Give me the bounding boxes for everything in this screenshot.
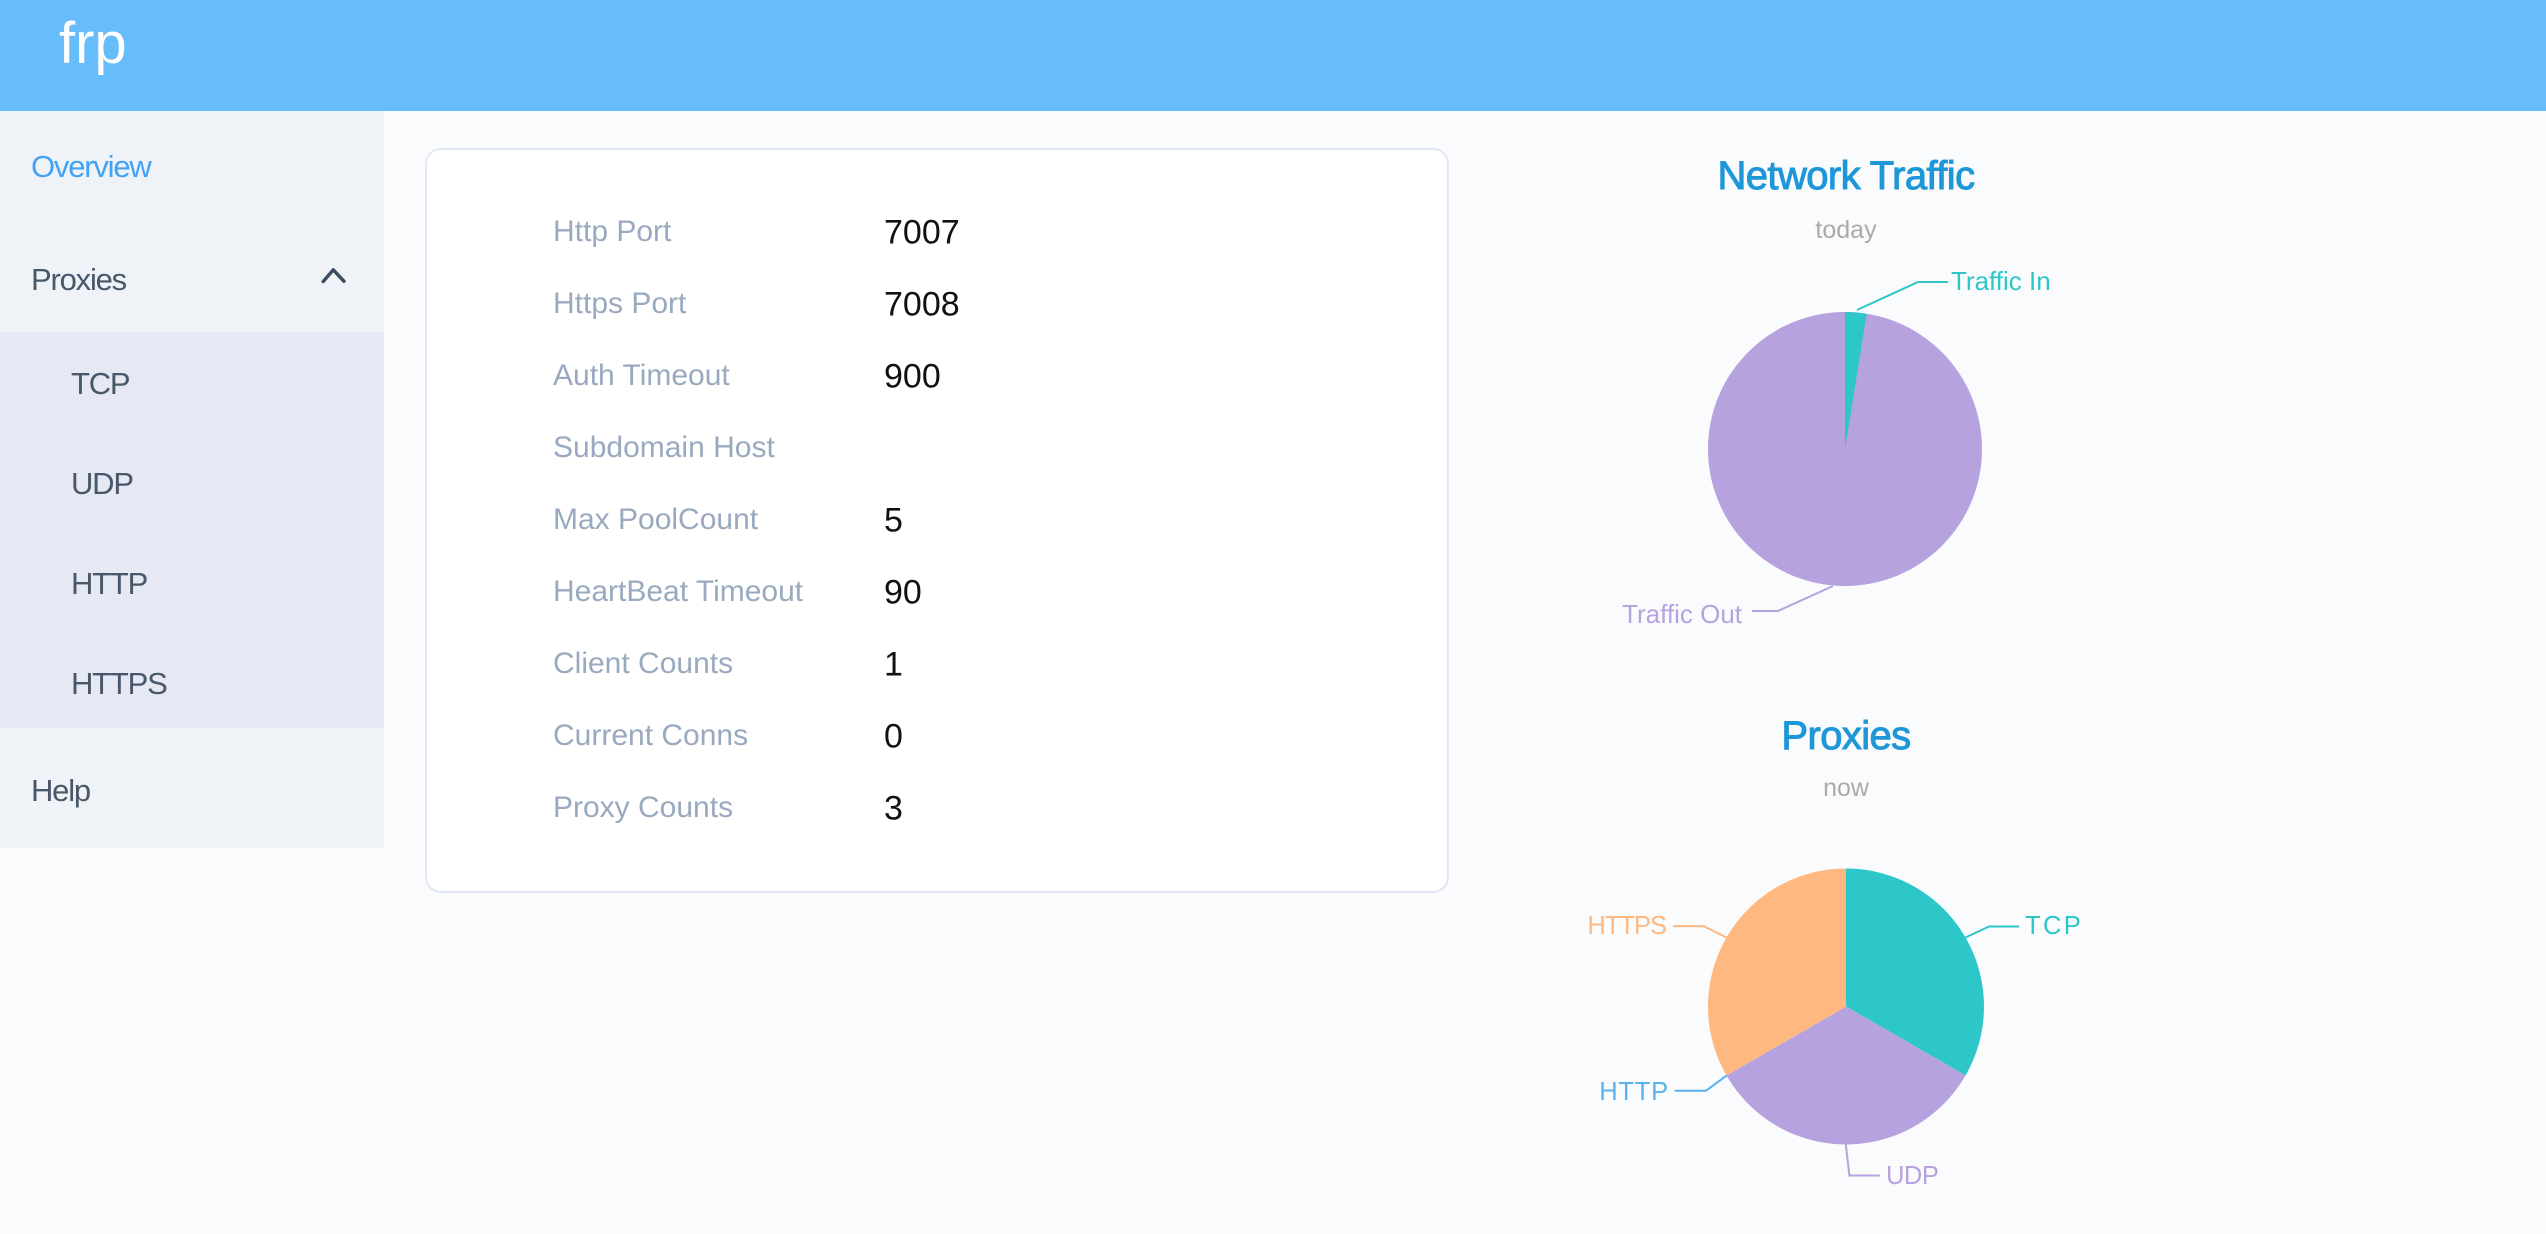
- svg-text:now: now: [1823, 774, 1870, 802]
- svg-text:TCP: TCP: [2025, 912, 2083, 940]
- svg-text:UDP: UDP: [1886, 1162, 1938, 1190]
- svg-text:Network Traffic: Network Traffic: [1718, 154, 1975, 198]
- svg-text:HTTP: HTTP: [1599, 1078, 1669, 1106]
- svg-text:HTTPS: HTTPS: [1587, 912, 1666, 940]
- svg-text:today: today: [1815, 216, 1877, 244]
- svg-text:Proxies: Proxies: [1781, 714, 1910, 758]
- svg-text:Traffic Out: Traffic Out: [1622, 599, 1743, 629]
- svg-text:Traffic In: Traffic In: [1951, 266, 2051, 296]
